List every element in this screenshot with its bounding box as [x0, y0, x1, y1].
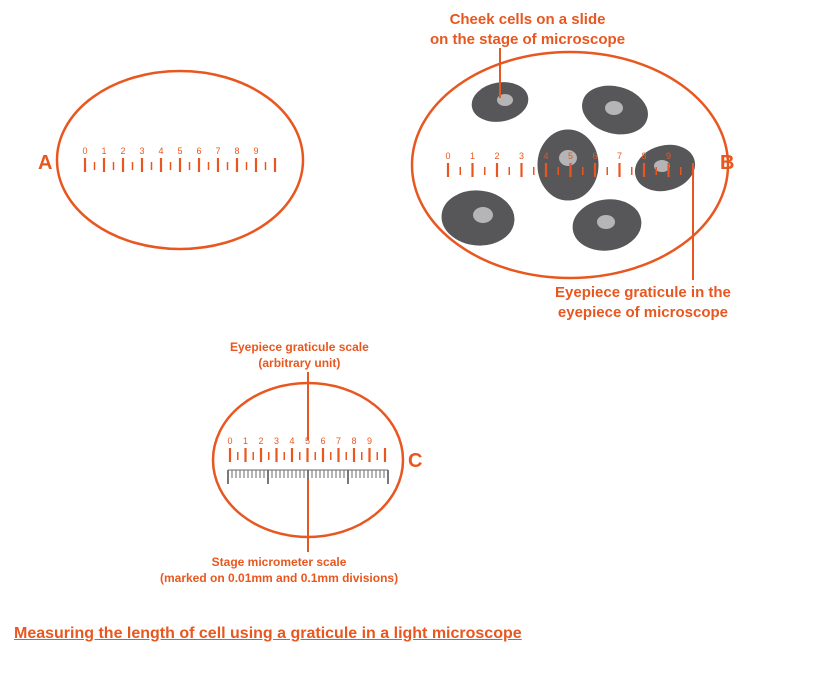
svg-text:0: 0 — [82, 146, 87, 156]
svg-text:4: 4 — [158, 146, 163, 156]
panel-a-letter: A — [38, 152, 52, 175]
panel-b-letter: B — [720, 152, 734, 175]
svg-text:1: 1 — [101, 146, 106, 156]
figure-caption: Measuring the length of cell using a gra… — [14, 625, 522, 643]
text-line: Eyepiece graticule scale — [230, 340, 369, 354]
text-line: Stage micrometer scale — [212, 555, 347, 569]
eyepiece-graticule-b-label: Eyepiece graticule in the eyepiece of mi… — [555, 283, 731, 322]
svg-text:0: 0 — [445, 151, 450, 161]
stage-micrometer-label: Stage micrometer scale (marked on 0.01mm… — [160, 555, 398, 586]
svg-text:0: 0 — [227, 436, 232, 446]
svg-text:9: 9 — [367, 436, 372, 446]
svg-text:5: 5 — [568, 151, 573, 161]
svg-text:6: 6 — [196, 146, 201, 156]
text-line: eyepiece of microscope — [558, 304, 728, 321]
svg-text:1: 1 — [470, 151, 475, 161]
svg-text:9: 9 — [253, 146, 258, 156]
svg-text:7: 7 — [215, 146, 220, 156]
eyepiece-graticule-c-label: Eyepiece graticule scale (arbitrary unit… — [230, 340, 369, 371]
text-line: on the stage of microscope — [430, 31, 625, 48]
svg-text:2: 2 — [258, 436, 263, 446]
svg-text:8: 8 — [641, 151, 646, 161]
svg-text:4: 4 — [289, 436, 294, 446]
text-line: (arbitrary unit) — [258, 356, 340, 370]
svg-text:3: 3 — [274, 436, 279, 446]
svg-text:9: 9 — [666, 151, 671, 161]
svg-text:7: 7 — [336, 436, 341, 446]
text-line: (marked on 0.01mm and 0.1mm divisions) — [160, 571, 398, 585]
svg-text:5: 5 — [177, 146, 182, 156]
text-line: Cheek cells on a slide — [450, 11, 606, 28]
svg-text:6: 6 — [592, 151, 597, 161]
svg-text:8: 8 — [351, 436, 356, 446]
svg-text:2: 2 — [120, 146, 125, 156]
svg-text:8: 8 — [234, 146, 239, 156]
svg-text:4: 4 — [543, 151, 548, 161]
svg-text:3: 3 — [519, 151, 524, 161]
svg-text:6: 6 — [320, 436, 325, 446]
svg-text:2: 2 — [494, 151, 499, 161]
text-line: Eyepiece graticule in the — [555, 284, 731, 301]
cheek-cells-label: Cheek cells on a slide on the stage of m… — [430, 10, 625, 49]
svg-text:3: 3 — [139, 146, 144, 156]
panel-c-letter: C — [408, 450, 422, 473]
svg-text:7: 7 — [617, 151, 622, 161]
svg-text:1: 1 — [243, 436, 248, 446]
